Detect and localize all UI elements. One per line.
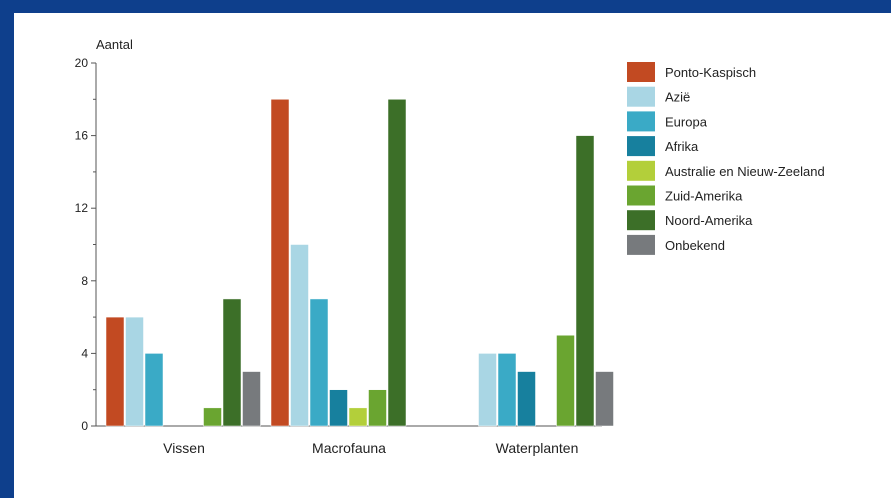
legend-label: Afrika <box>665 139 699 154</box>
bar-vissen-5 <box>203 407 222 427</box>
y-tick-label: 0 <box>81 419 88 433</box>
legend-swatch <box>627 185 655 206</box>
legend-label: Noord-Amerika <box>665 213 753 228</box>
bar-macrofauna-2 <box>309 298 329 427</box>
legend-swatch <box>627 160 655 181</box>
legend-label: Onbekend <box>665 238 725 253</box>
x-category-label: Vissen <box>163 440 205 456</box>
bar-vissen-7 <box>242 371 261 427</box>
bars <box>105 99 614 427</box>
legend-swatch <box>627 86 655 107</box>
x-category-label: Macrofauna <box>312 440 386 456</box>
y-axis: 0 4 8 12 16 20 <box>75 56 97 433</box>
y-tick-label: 12 <box>75 201 89 215</box>
legend-label: Zuid-Amerika <box>665 189 743 204</box>
y-tick-label: 16 <box>75 129 89 143</box>
bar-vissen-6 <box>222 298 242 427</box>
legend-label: Ponto-Kaspisch <box>665 65 756 80</box>
legend-label: Europa <box>665 114 708 129</box>
legend: Ponto-Kaspisch Azië Europa Afrika Australie … <box>627 62 825 255</box>
bar-macrofauna-0 <box>270 99 290 427</box>
bar-macrofauna-6 <box>387 99 407 427</box>
bar-vissen-2 <box>144 353 164 427</box>
bar-waterplanten-6 <box>575 135 595 427</box>
y-tick-label: 4 <box>81 346 88 360</box>
bar-waterplanten-5 <box>556 335 575 427</box>
legend-swatch <box>627 210 655 231</box>
legend-swatch <box>627 62 655 82</box>
x-category-label: Waterplanten <box>496 440 579 456</box>
chart-frame: 0 4 8 12 16 20 Vissen Macrofauna Waterplanten P… <box>14 13 891 498</box>
legend-label: Azië <box>665 90 690 105</box>
bar-waterplanten-2 <box>497 353 517 427</box>
bar-waterplanten-7 <box>595 371 614 427</box>
legend-swatch <box>627 234 655 255</box>
bar-waterplanten-3 <box>517 371 536 427</box>
bar-macrofauna-1 <box>290 244 309 427</box>
bar-vissen-1 <box>125 316 144 427</box>
bar-macrofauna-4 <box>348 407 368 427</box>
bar-macrofauna-5 <box>368 389 387 427</box>
legend-swatch <box>627 111 655 132</box>
y-tick-label: 20 <box>75 56 89 70</box>
bar-macrofauna-3 <box>329 389 348 427</box>
y-axis-label: Aantal <box>96 37 133 52</box>
legend-label: Australie en Nieuw-Zeeland <box>665 164 825 179</box>
legend-swatch <box>627 136 655 157</box>
y-tick-label: 8 <box>81 274 88 288</box>
bar-vissen-0 <box>105 316 125 427</box>
bar-chart: 0 4 8 12 16 20 Vissen Macrofauna Waterplanten P… <box>75 37 825 456</box>
bar-waterplanten-1 <box>478 353 497 427</box>
x-axis: Vissen Macrofauna Waterplanten <box>96 425 602 456</box>
